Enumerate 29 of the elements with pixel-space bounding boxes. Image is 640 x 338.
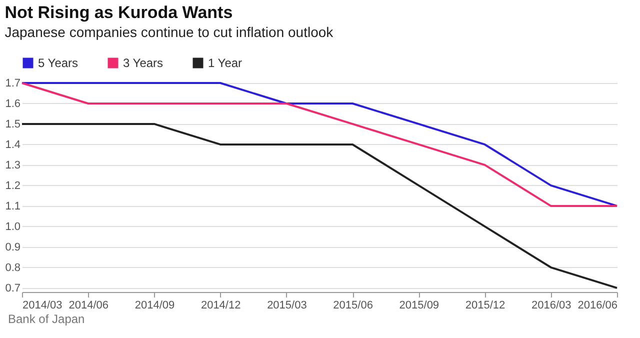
y-tick-label: 1.5 [5, 118, 20, 130]
text: Bank of Japan [7, 312, 86, 326]
y-tick-label: 1.7 [5, 78, 20, 90]
y-tick-label: 1.6 [5, 98, 20, 110]
x-tick-label: 2015/09 [399, 300, 440, 312]
legend-label: 1 Year [208, 56, 242, 70]
chart-subtitle: Japanese companies continue to cut inflation outlook [4, 24, 334, 40]
y-tick-label: 0.7 [5, 282, 20, 294]
chart-title: Not Rising as Kuroda Wants [4, 3, 233, 22]
line-series [21, 122, 618, 289]
x-tick-label: 2016/06 [578, 300, 618, 312]
x-tick-label: 2014/12 [200, 300, 241, 312]
x-tick-label: 2015/12 [465, 300, 506, 312]
x-tick-label: 2015/03 [267, 300, 307, 312]
x-tick-label: 2014/09 [134, 300, 175, 312]
y-tick-label: 0.8 [5, 262, 20, 274]
y-tick-label: 1.3 [5, 159, 20, 172]
x-tick-label: 2015/06 [333, 300, 373, 312]
line-series [21, 82, 618, 207]
y-tick-label: 1.1 [5, 200, 20, 212]
x-tick-label: 2016/03 [532, 300, 572, 312]
legend-label: 5 Years [38, 56, 78, 70]
y-tick-label: 1.0 [5, 220, 20, 233]
y-tick-label: 1.4 [5, 138, 20, 151]
y-tick-label: 0.9 [5, 241, 20, 254]
legend-label: 3 Years [123, 56, 164, 70]
y-tick-label: 1.2 [5, 180, 20, 192]
x-tick-label: 2014/03 [22, 300, 62, 312]
x-tick-label: 2014/06 [68, 300, 108, 312]
